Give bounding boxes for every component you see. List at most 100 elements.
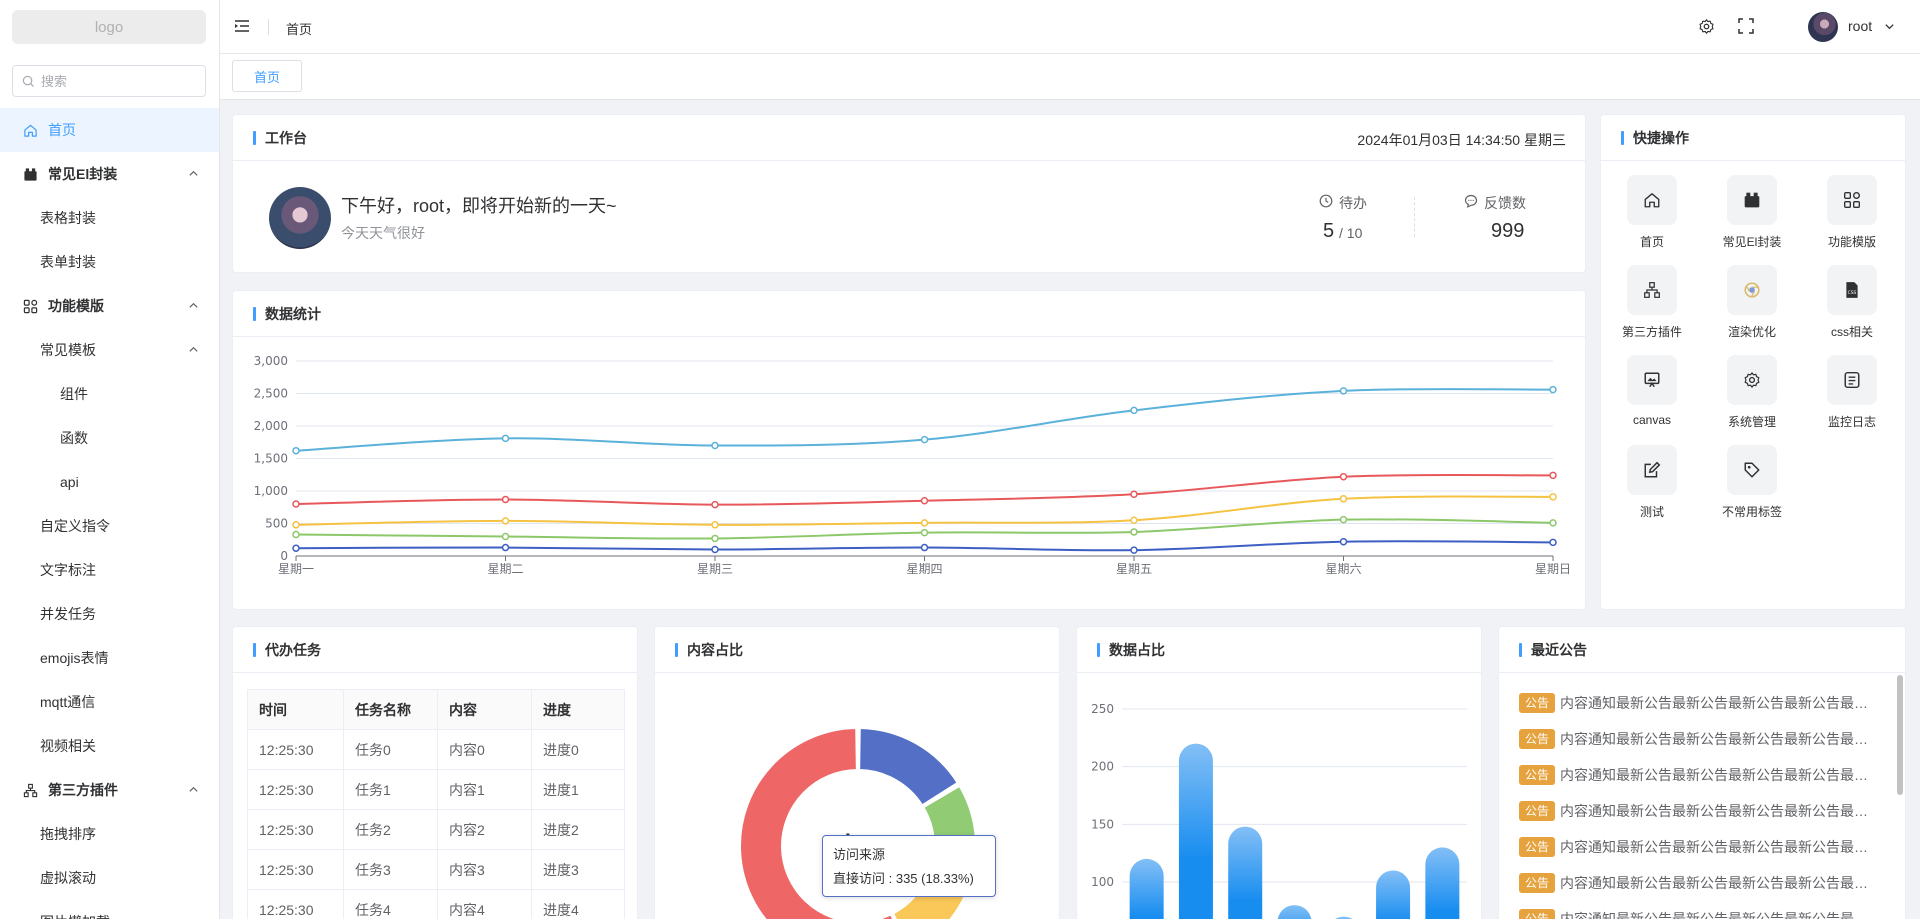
table-row[interactable]: 12:25:30 任务2 内容2 进度2	[247, 809, 625, 850]
bar	[1335, 916, 1353, 919]
sidebar-search[interactable]	[12, 65, 206, 97]
quick-op-system[interactable]: 系统管理	[1707, 355, 1797, 430]
table-row[interactable]: 12:25:30 任务0 内容0 进度0	[247, 729, 625, 770]
greeting-text: 下午好，root，即将开始新的一天~	[341, 196, 617, 216]
bar	[1277, 905, 1312, 919]
quick-op-monitor[interactable]: 监控日志	[1807, 355, 1897, 430]
sidebar-item-label: 首页	[48, 122, 76, 138]
data-point	[1339, 387, 1348, 395]
sidebar-group-el[interactable]: 常见El封装	[0, 152, 219, 196]
sidebar-item-directive[interactable]: 自定义指令	[0, 504, 219, 548]
data-ratio-title: 数据占比	[1109, 641, 1165, 658]
data-ratio-card: 数据占比 100 150 200 250	[1076, 626, 1482, 919]
data-point	[292, 446, 300, 455]
card-header: 最近公告	[1499, 627, 1905, 673]
css-file-icon: CSS	[1827, 265, 1877, 315]
card-header: 数据占比	[1077, 627, 1481, 673]
column-header[interactable]: 内容	[437, 689, 532, 730]
column-header[interactable]: 任务名称	[343, 689, 438, 730]
notice-tag: 公告	[1519, 873, 1556, 893]
bar	[1129, 858, 1164, 919]
search-input[interactable]	[41, 73, 191, 89]
user-avatar	[269, 187, 331, 249]
sidebar-item-table[interactable]: 表格封装	[0, 196, 219, 240]
sidebar-item-emojis[interactable]: emojis表情	[0, 636, 219, 680]
quick-ops-title: 快捷操作	[1633, 129, 1689, 146]
y-tick-label: 250	[1091, 702, 1114, 716]
quick-op-render[interactable]: 渲染优化	[1707, 265, 1797, 340]
quick-op-label: 第三方插件	[1621, 325, 1682, 339]
cell: 12:25:30	[247, 769, 344, 810]
column-header[interactable]: 时间	[247, 689, 344, 730]
sidebar-item-function[interactable]: 函数	[0, 416, 219, 460]
x-tick-label: 星期二	[487, 562, 523, 576]
quick-op-test[interactable]: 测试	[1607, 445, 1697, 520]
sidebar-item-text-annotation[interactable]: 文字标注	[0, 548, 219, 592]
notice-item[interactable]: 公告内容通知最新公告最新公告最新公告最新公告最新公告最新公告	[1519, 872, 1874, 894]
top-header: 首页 root	[220, 0, 1920, 54]
menu-fold-icon[interactable]	[234, 18, 250, 34]
quick-op-el[interactable]: 常见El封装	[1707, 175, 1797, 250]
quick-op-feature[interactable]: 功能模版	[1807, 175, 1897, 250]
sidebar-item-api[interactable]: api	[0, 460, 219, 504]
sidebar-item-component[interactable]: 组件	[0, 372, 219, 416]
title-marker	[253, 306, 256, 321]
data-point	[501, 517, 510, 525]
sidebar-item-lazy-image[interactable]: 图片懒加载	[0, 900, 219, 919]
data-point	[292, 521, 300, 529]
quick-op-plugins[interactable]: 第三方插件	[1607, 265, 1697, 340]
quick-op-home[interactable]: 首页	[1607, 175, 1697, 250]
quick-op-tags[interactable]: 不常用标签	[1707, 445, 1797, 520]
sidebar-item-label: 表格封装	[40, 210, 96, 226]
sidebar-item-concurrent[interactable]: 并发任务	[0, 592, 219, 636]
avatar[interactable]	[1808, 12, 1838, 42]
user-name[interactable]: root	[1848, 18, 1873, 34]
quick-op-canvas[interactable]: canvas	[1607, 355, 1697, 427]
notice-text: 内容通知最新公告最新公告最新公告最新公告最新公告最新公告	[1560, 803, 1874, 819]
breadcrumb[interactable]: 首页	[286, 22, 313, 37]
table-row[interactable]: 12:25:30 任务4 内容4 进度4	[247, 889, 625, 919]
fullscreen-icon[interactable]	[1738, 18, 1754, 34]
sidebar-item-drag-sort[interactable]: 拖拽排序	[0, 812, 219, 856]
notice-item[interactable]: 公告内容通知最新公告最新公告最新公告最新公告最新公告最新公告	[1519, 836, 1874, 858]
sidebar-item-virtual-scroll[interactable]: 虚拟滚动	[0, 856, 219, 900]
svg-text:CSS: CSS	[1848, 290, 1857, 296]
notice-item[interactable]: 公告内容通知最新公告最新公告最新公告最新公告最新公告最新公告	[1519, 908, 1874, 919]
notices-scrollbar[interactable]	[1897, 675, 1903, 795]
chevron-up-icon	[188, 784, 199, 795]
sidebar-item-mqtt[interactable]: mqtt通信	[0, 680, 219, 724]
notice-item[interactable]: 公告内容通知最新公告最新公告最新公告最新公告最新公告最新公告	[1519, 764, 1874, 786]
title-marker	[675, 642, 678, 657]
pie-tooltip: 访问来源 直接访问 : 335 (18.33%)	[822, 835, 996, 897]
sidebar-item-home[interactable]: 首页	[0, 108, 219, 152]
sidebar-item-label: 功能模版	[48, 298, 104, 314]
quick-op-label: 渲染优化	[1727, 325, 1776, 339]
notice-item[interactable]: 公告内容通知最新公告最新公告最新公告最新公告最新公告最新公告	[1519, 728, 1874, 750]
notice-item[interactable]: 公告内容通知最新公告最新公告最新公告最新公告最新公告最新公告	[1519, 692, 1874, 714]
gear-icon[interactable]	[1698, 18, 1715, 35]
quick-op-css[interactable]: CSS css相关	[1807, 265, 1897, 340]
column-header[interactable]: 进度	[531, 689, 625, 730]
sidebar-group-feature[interactable]: 功能模版	[0, 284, 219, 328]
notice-item[interactable]: 公告内容通知最新公告最新公告最新公告最新公告最新公告最新公告	[1519, 800, 1874, 822]
cell: 任务3	[343, 849, 438, 890]
home-icon	[22, 122, 38, 138]
chevron-down-icon[interactable]	[1884, 21, 1895, 32]
sidebar-group-common-template[interactable]: 常见模板	[0, 328, 219, 372]
table-row[interactable]: 12:25:30 任务1 内容1 进度1	[247, 769, 625, 810]
data-point	[1549, 538, 1557, 547]
card-header: 代办任务	[233, 627, 637, 673]
feedback-label: 反馈数	[1484, 195, 1526, 211]
table-row[interactable]: 12:25:30 任务3 内容3 进度3	[247, 849, 625, 890]
sidebar-group-plugins[interactable]: 第三方插件	[0, 768, 219, 812]
tasks-card: 代办任务 时间 任务名称 内容 进度 12:25:30 任务0 内容0 进度0 12:…	[232, 626, 638, 919]
cell: 进度1	[531, 769, 625, 810]
sidebar-item-form[interactable]: 表单封装	[0, 240, 219, 284]
tab-home[interactable]: 首页	[232, 60, 302, 92]
tree-icon	[1627, 265, 1677, 315]
sidebar-item-video[interactable]: 视频相关	[0, 724, 219, 768]
notice-tag: 公告	[1519, 909, 1556, 919]
data-point	[711, 534, 719, 543]
bar	[1376, 870, 1411, 919]
data-point	[1130, 490, 1138, 498]
